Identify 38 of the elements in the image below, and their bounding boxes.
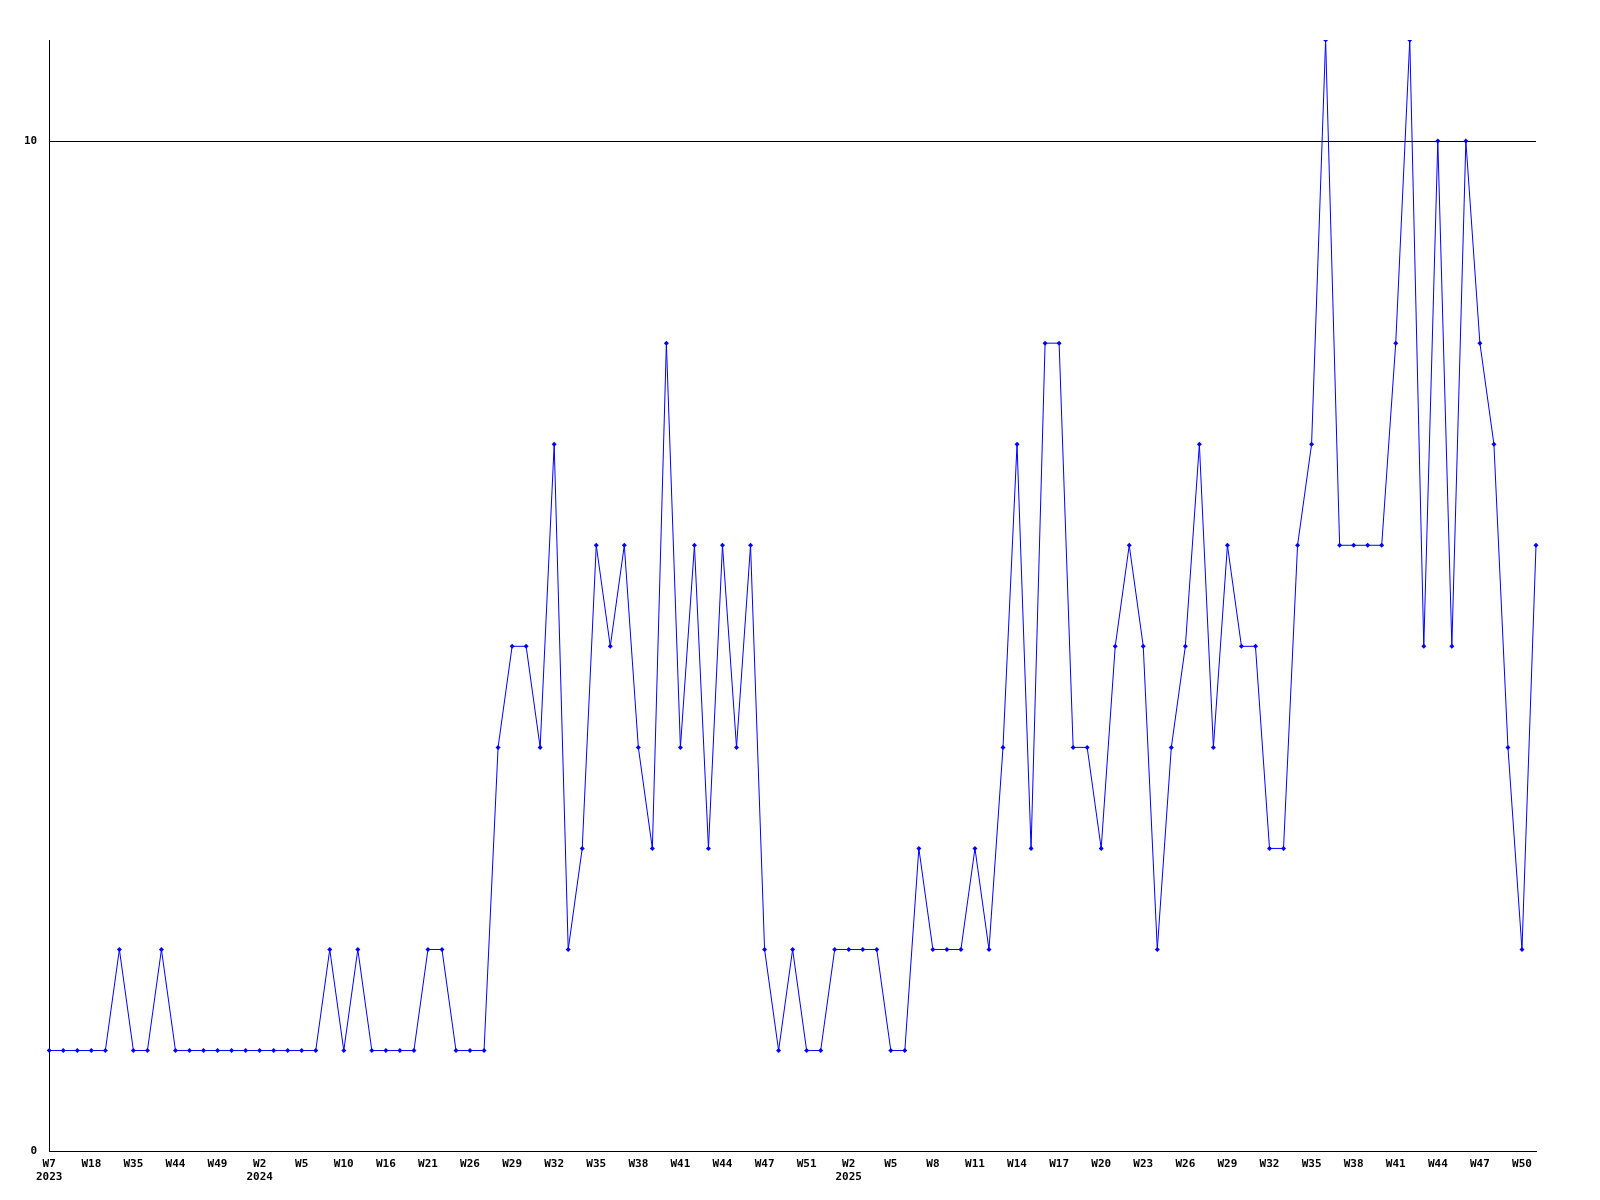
x-tick-label: W29: [1217, 1157, 1238, 1171]
x-tick-label: W35: [123, 1157, 144, 1171]
x-tick-label: W21: [418, 1157, 439, 1171]
x-tick-label: W51: [796, 1157, 817, 1171]
x-tick-label: W49: [207, 1157, 228, 1171]
x-tick-label: W23: [1133, 1157, 1154, 1171]
x-tick-label: W16: [375, 1157, 397, 1171]
x-tick-label: W17: [1049, 1157, 1070, 1171]
x-tick-label: W41: [1385, 1157, 1407, 1171]
x-tick-label: W29: [502, 1157, 523, 1171]
x-tick-label: W32: [544, 1157, 565, 1171]
x-tick-label: W47: [1469, 1157, 1490, 1171]
x-tick-label: W44: [1427, 1157, 1449, 1171]
x-tick-label: W14: [1007, 1157, 1028, 1171]
x-tick-label: W11: [965, 1157, 986, 1171]
x-tick-label: W41: [670, 1157, 691, 1171]
x-tick-label: W38: [628, 1157, 649, 1171]
x-tick-label: W35: [1301, 1157, 1322, 1171]
x-tick-label: W35: [586, 1157, 607, 1171]
x-tick-label: W44: [712, 1157, 733, 1171]
x-tick-label: W50: [1512, 1157, 1532, 1171]
x-tick-label: W38: [1343, 1157, 1364, 1171]
x-tick-label: W44: [165, 1157, 186, 1171]
x-tick-label: W7 2023: [36, 1157, 63, 1184]
y-tick-label: 10: [24, 133, 38, 147]
x-tick-label: W20: [1091, 1157, 1112, 1171]
x-tick-label: W26: [460, 1157, 481, 1171]
x-tick-label: W5: [884, 1157, 898, 1171]
x-tick-label: W47: [754, 1157, 775, 1171]
x-tick-label: W8: [926, 1157, 940, 1171]
x-tick-label: W5: [295, 1157, 309, 1171]
x-tick-label: W2 2025: [835, 1157, 862, 1184]
x-tick-label: W10: [333, 1157, 354, 1171]
x-tick-label: W26: [1175, 1157, 1196, 1171]
x-tick-label: W32: [1259, 1157, 1280, 1171]
x-tick-label: W18: [81, 1157, 102, 1171]
x-tick-label: W2 2024: [246, 1157, 274, 1184]
y-tick-label: 0: [30, 1144, 38, 1158]
